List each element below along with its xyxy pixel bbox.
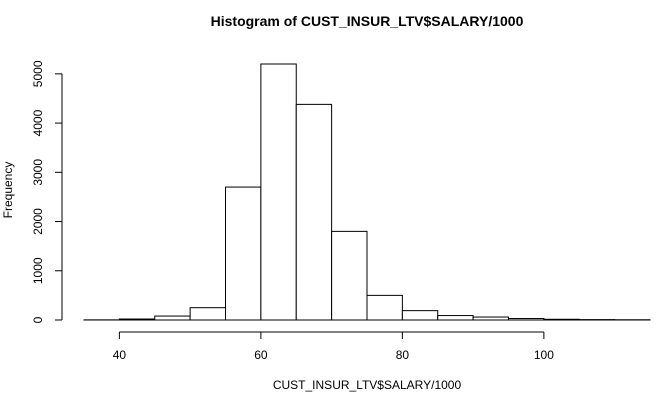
histogram-bar [225,186,262,321]
histogram-bar [189,307,226,321]
y-axis-label: Frequency [1,162,15,219]
y-tick-label: 2000 [31,208,45,235]
histogram-bar [118,318,156,321]
histogram-bar [331,230,368,321]
bars-group [83,63,651,321]
histogram-bar [366,294,403,321]
y-tick-label: 3000 [31,159,45,186]
y-tick-label: 4000 [31,109,45,136]
y-tick-label: 0 [31,316,45,323]
histogram-bar [543,318,580,321]
x-axis-label: CUST_INSUR_LTV$SALARY/1000 [273,378,462,392]
chart-title: Histogram of CUST_INSUR_LTV$SALARY/1000 [211,13,524,29]
x-tick-label: 60 [254,348,268,362]
histogram-bar [401,310,439,321]
x-tick-label: 100 [534,348,554,362]
y-axis: 0 1000 2000 3000 4000 5000 [31,60,63,323]
y-tick-label: 1000 [31,257,45,284]
histogram-bar [508,318,545,321]
histogram-bar [295,103,333,321]
x-tick-label: 40 [113,348,127,362]
histogram-bar [154,315,191,321]
x-tick-label: 80 [396,348,410,362]
y-tick-label: 5000 [31,60,45,87]
histogram-bar [437,315,474,321]
histogram-bar [260,63,297,321]
histogram-bar [472,316,509,321]
x-axis: 40 60 80 100 [113,331,554,362]
